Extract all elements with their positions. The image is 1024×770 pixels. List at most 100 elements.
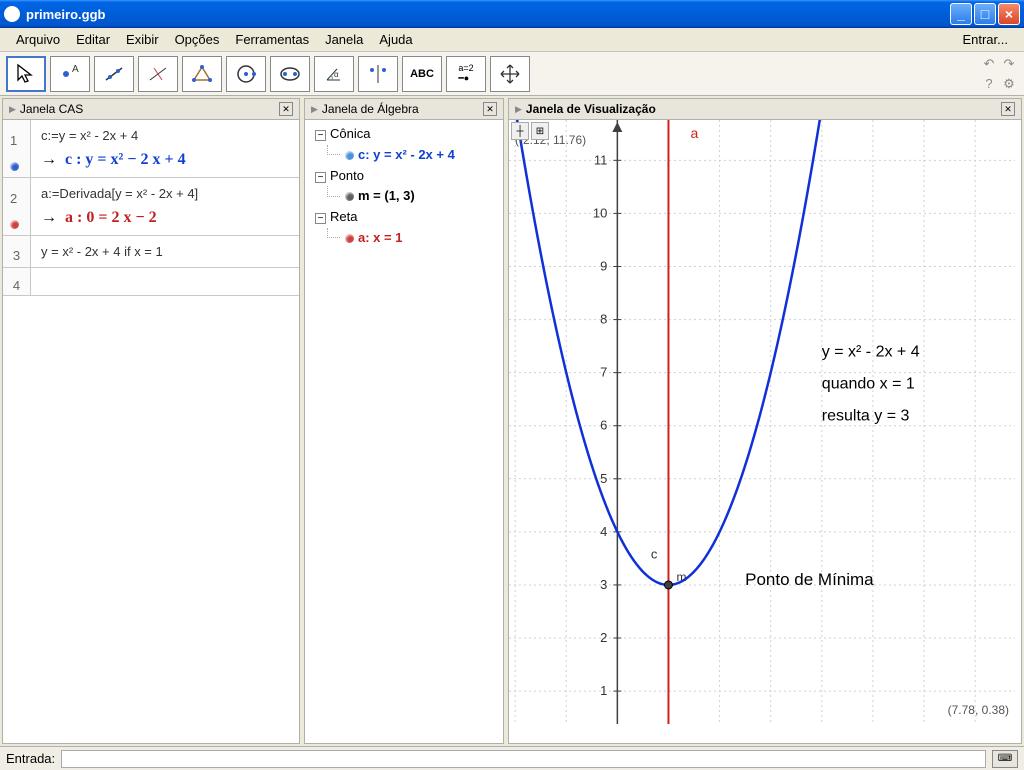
algebra-body: −Cônica c: y = x² - 2x + 4 −Ponto m = (1… — [305, 120, 503, 743]
menu-ferramentas[interactable]: Ferramentas — [227, 30, 317, 49]
panels-container: ▶ Janela CAS ✕ 1 c:=y = x² - 2x + 4 → c … — [0, 96, 1024, 746]
tool-polygon[interactable] — [182, 56, 222, 92]
svg-text:9: 9 — [600, 258, 607, 273]
svg-text:quando x = 1: quando x = 1 — [822, 376, 915, 393]
tool-circle[interactable] — [226, 56, 266, 92]
algebra-title: Janela de Álgebra — [322, 102, 419, 116]
svg-text:7: 7 — [600, 365, 607, 380]
tool-angle[interactable]: α — [314, 56, 354, 92]
minimize-button[interactable]: _ — [950, 3, 972, 25]
help-icon[interactable]: ? — [980, 75, 998, 93]
svg-text:8: 8 — [600, 312, 607, 327]
cas-row[interactable]: 1 c:=y = x² - 2x + 4 → c : y = x² − 2 x … — [3, 120, 299, 178]
undo-icon[interactable]: ↶ — [980, 55, 998, 73]
tree-item[interactable]: c: y = x² - 2x + 4 — [311, 145, 497, 166]
tree-item[interactable]: a: x = 1 — [311, 228, 497, 249]
tool-reflect[interactable] — [358, 56, 398, 92]
cas-close-icon[interactable]: ✕ — [279, 102, 293, 116]
svg-text:resulta y = 3: resulta y = 3 — [822, 407, 910, 424]
tool-move[interactable] — [6, 56, 46, 92]
input-bar: Entrada: ⌨ — [0, 746, 1024, 770]
cas-row-num: 4 — [3, 268, 31, 295]
svg-text:y = x² - 2x + 4: y = x² - 2x + 4 — [822, 344, 920, 361]
viz-body[interactable]: ┼ ⊞ 1234567891011(-2.12, 11.76)(7.78, 0.… — [509, 120, 1021, 743]
svg-text:a: a — [690, 125, 698, 141]
tree-group[interactable]: −Reta — [311, 207, 497, 228]
input-label: Entrada: — [6, 751, 55, 766]
window-title: primeiro.ggb — [26, 7, 948, 22]
tree-group[interactable]: −Ponto — [311, 166, 497, 187]
cas-header[interactable]: ▶ Janela CAS ✕ — [3, 99, 299, 120]
svg-text:3: 3 — [600, 577, 607, 592]
keyboard-icon[interactable]: ⌨ — [992, 750, 1018, 768]
cas-input[interactable]: a:=Derivada[y = x² - 2x + 4] — [41, 186, 289, 201]
svg-text:5: 5 — [600, 471, 607, 486]
menu-editar[interactable]: Editar — [68, 30, 118, 49]
menu-ajuda[interactable]: Ajuda — [371, 30, 420, 49]
cas-row[interactable]: 3 y = x² - 2x + 4 if x = 1 — [3, 236, 299, 268]
cas-input[interactable]: y = x² - 2x + 4 if x = 1 — [41, 244, 289, 259]
grid-toggle-icon[interactable]: ⊞ — [531, 122, 549, 140]
menu-opcoes[interactable]: Opções — [167, 30, 228, 49]
close-button[interactable]: × — [998, 3, 1020, 25]
cas-output: → a : 0 = 2 x − 2 — [41, 209, 289, 227]
expander-icon[interactable]: − — [315, 213, 326, 224]
command-input[interactable] — [61, 750, 986, 768]
cas-body: 1 c:=y = x² - 2x + 4 → c : y = x² − 2 x … — [3, 120, 299, 743]
svg-text:c: c — [651, 546, 658, 561]
tree-group[interactable]: −Cônica — [311, 124, 497, 145]
graph-canvas[interactable]: 1234567891011(-2.12, 11.76)(7.78, 0.38)a… — [509, 120, 1015, 724]
expander-icon[interactable]: − — [315, 172, 326, 183]
algebra-header[interactable]: ▶ Janela de Álgebra ✕ — [305, 99, 503, 120]
algebra-panel: ▶ Janela de Álgebra ✕ −Cônica c: y = x² … — [304, 98, 504, 744]
svg-text:2: 2 — [600, 630, 607, 645]
menu-arquivo[interactable]: Arquivo — [8, 30, 68, 49]
tool-slider[interactable]: a=2━● — [446, 56, 486, 92]
window-titlebar: primeiro.ggb _ □ × — [0, 0, 1024, 28]
menubar: Arquivo Editar Exibir Opções Ferramentas… — [0, 28, 1024, 52]
tool-text[interactable]: ABC — [402, 56, 442, 92]
cas-row-num: 2 — [3, 178, 31, 235]
tool-point[interactable]: A — [50, 56, 90, 92]
collapse-icon: ▶ — [9, 104, 16, 115]
cas-title: Janela CAS — [20, 102, 83, 116]
viz-close-icon[interactable]: ✕ — [1001, 102, 1015, 116]
svg-text:6: 6 — [600, 418, 607, 433]
cas-row[interactable]: 4 — [3, 268, 299, 296]
viz-header[interactable]: ▶ Janela de Visualização ✕ — [509, 99, 1021, 120]
collapse-icon: ▶ — [311, 104, 318, 115]
svg-text:Ponto de Mínima: Ponto de Mínima — [745, 570, 874, 589]
cas-input[interactable]: c:=y = x² - 2x + 4 — [41, 128, 289, 143]
cas-output: → c : y = x² − 2 x + 4 — [41, 151, 289, 169]
redo-icon[interactable]: ↷ — [1000, 55, 1018, 73]
svg-text:1: 1 — [600, 683, 607, 698]
menu-entrar[interactable]: Entrar... — [954, 30, 1016, 49]
svg-text:α: α — [334, 70, 339, 79]
svg-text:A: A — [72, 64, 79, 75]
viz-panel: ▶ Janela de Visualização ✕ ┼ ⊞ 1 2 3 4 5 6 7 8 9… — [508, 98, 1022, 744]
maximize-button[interactable]: □ — [974, 3, 996, 25]
collapse-icon: ▶ — [515, 104, 522, 115]
svg-text:m: m — [676, 570, 686, 584]
tool-perpendicular[interactable] — [138, 56, 178, 92]
tool-line[interactable] — [94, 56, 134, 92]
svg-text:4: 4 — [600, 524, 607, 539]
settings-icon[interactable]: ⚙ — [1000, 75, 1018, 93]
toolbar: A α ABC a=2━● ↶ ↷ ? ⚙ — [0, 52, 1024, 96]
tree-item[interactable]: m = (1, 3) — [311, 186, 497, 207]
app-icon — [4, 6, 20, 22]
cas-row-num: 1 — [3, 120, 31, 177]
svg-text:(7.78, 0.38): (7.78, 0.38) — [948, 703, 1009, 717]
tool-ellipse[interactable] — [270, 56, 310, 92]
cas-row[interactable]: 2 a:=Derivada[y = x² - 2x + 4] → a : 0 =… — [3, 178, 299, 236]
svg-text:10: 10 — [593, 205, 607, 220]
algebra-close-icon[interactable]: ✕ — [483, 102, 497, 116]
tool-move-view[interactable] — [490, 56, 530, 92]
expander-icon[interactable]: − — [315, 130, 326, 141]
cas-row-num: 3 — [3, 236, 31, 267]
menu-exibir[interactable]: Exibir — [118, 30, 167, 49]
menu-janela[interactable]: Janela — [317, 30, 371, 49]
svg-text:11: 11 — [594, 152, 608, 167]
cas-panel: ▶ Janela CAS ✕ 1 c:=y = x² - 2x + 4 → c … — [2, 98, 300, 744]
axes-toggle-icon[interactable]: ┼ — [511, 122, 529, 140]
